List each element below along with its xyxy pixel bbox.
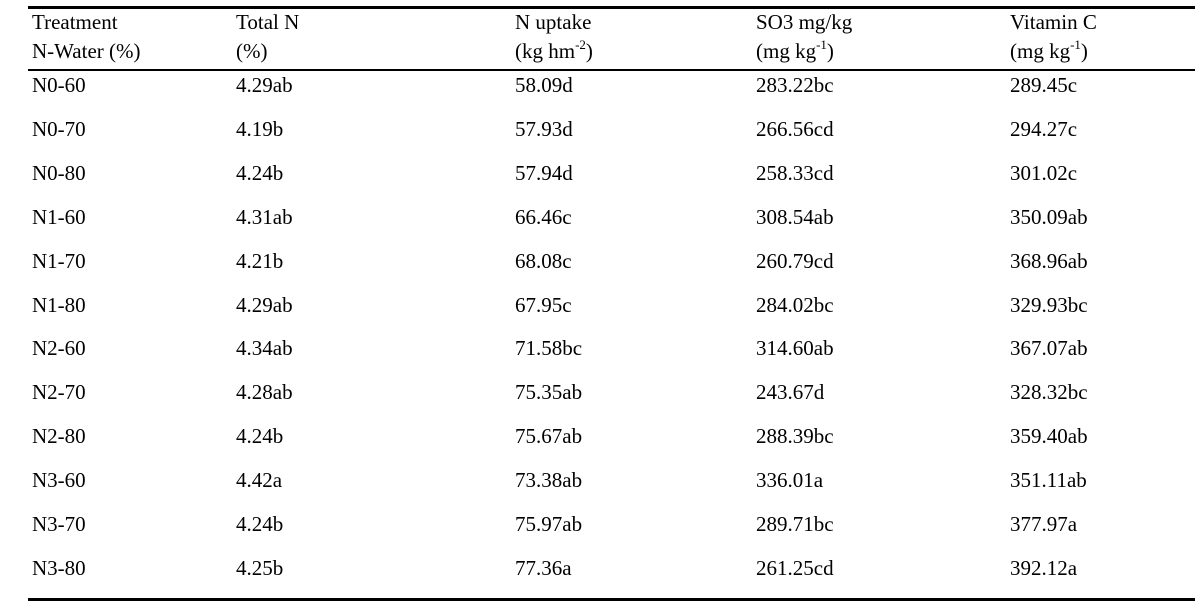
- cell-so3: 243.67d: [756, 380, 825, 405]
- cell-n-uptake: 75.35ab: [515, 380, 583, 405]
- cell-total-n: 4.28ab: [236, 380, 293, 405]
- cell-vitamin-c: 329.93bc: [1010, 292, 1088, 317]
- cell-total-n: 4.21b: [236, 248, 284, 273]
- cell-total-n: 4.24b: [236, 424, 284, 449]
- header-n-uptake-line1: N uptake: [515, 10, 592, 34]
- cell-total-n: 4.19b: [236, 116, 284, 141]
- cell-so3: 283.22bc: [756, 73, 834, 97]
- header-vitamin-c-line1: Vitamin C: [1010, 10, 1097, 34]
- cell-total-n: 4.29ab: [236, 73, 293, 97]
- cell-total-n: 4.29ab: [236, 292, 293, 317]
- cell-so3: 288.39bc: [756, 424, 834, 449]
- header-so3-line1: SO3 mg/kg: [756, 10, 853, 34]
- cell-treatment: N2-70: [32, 380, 86, 405]
- cell-total-n: 4.25b: [236, 555, 284, 580]
- header-vitamin-c-line2: (mg kg-1): [1010, 37, 1088, 63]
- cell-vitamin-c: 301.02c: [1010, 160, 1078, 185]
- cell-n-uptake: 67.95c: [515, 292, 572, 317]
- cell-vitamin-c: 294.27c: [1010, 116, 1078, 141]
- cell-total-n: 4.42a: [236, 468, 283, 493]
- cell-so3: 314.60ab: [756, 336, 834, 361]
- header-treatment-line1: Treatment: [32, 10, 118, 34]
- cell-vitamin-c: 359.40ab: [1010, 424, 1088, 449]
- cell-treatment: N0-70: [32, 116, 86, 141]
- cell-so3: 284.02bc: [756, 292, 834, 317]
- cell-so3: 261.25cd: [756, 555, 834, 580]
- table-top-rule: [28, 6, 1195, 9]
- cell-treatment: N1-60: [32, 204, 86, 229]
- cell-treatment: N3-80: [32, 555, 86, 580]
- header-total-n-line1: Total N: [236, 10, 300, 34]
- cell-n-uptake: 57.93d: [515, 116, 573, 141]
- cell-total-n: 4.34ab: [236, 336, 293, 361]
- cell-so3: 336.01a: [756, 468, 824, 493]
- cell-vitamin-c: 350.09ab: [1010, 204, 1088, 229]
- cell-n-uptake: 73.38ab: [515, 468, 583, 493]
- table-header-rule: [28, 69, 1195, 71]
- cell-n-uptake: 71.58bc: [515, 336, 583, 361]
- cell-vitamin-c: 289.45c: [1010, 73, 1078, 97]
- cell-so3: 289.71bc: [756, 512, 834, 536]
- cell-n-uptake: 77.36a: [515, 555, 572, 580]
- cell-total-n: 4.24b: [236, 512, 284, 536]
- cell-so3: 308.54ab: [756, 204, 834, 229]
- cell-treatment: N3-60: [32, 468, 86, 493]
- header-n-uptake-line2: (kg hm-2): [515, 37, 593, 63]
- cell-vitamin-c: 328.32bc: [1010, 380, 1088, 405]
- cell-vitamin-c: 392.12a: [1010, 555, 1078, 580]
- cell-treatment: N3-70: [32, 512, 86, 536]
- cell-vitamin-c: 368.96ab: [1010, 248, 1088, 273]
- cell-vitamin-c: 351.11ab: [1010, 468, 1087, 493]
- cell-treatment: N2-80: [32, 424, 86, 449]
- cell-n-uptake: 75.67ab: [515, 424, 583, 449]
- cell-n-uptake: 75.97ab: [515, 512, 583, 536]
- cell-total-n: 4.24b: [236, 160, 284, 185]
- cell-treatment: N1-70: [32, 248, 86, 273]
- cell-treatment: N1-80: [32, 292, 86, 317]
- header-treatment-line2: N-Water (%): [32, 39, 141, 63]
- cell-so3: 260.79cd: [756, 248, 834, 273]
- cell-treatment: N0-60: [32, 73, 86, 97]
- cell-total-n: 4.31ab: [236, 204, 293, 229]
- cell-treatment: N2-60: [32, 336, 86, 361]
- cell-n-uptake: 57.94d: [515, 160, 573, 185]
- cell-treatment: N0-80: [32, 160, 86, 185]
- cell-n-uptake: 66.46c: [515, 204, 572, 229]
- cell-n-uptake: 58.09d: [515, 73, 573, 97]
- header-total-n-line2: (%): [236, 39, 268, 63]
- cell-so3: 266.56cd: [756, 116, 834, 141]
- cell-vitamin-c: 377.97a: [1010, 512, 1078, 536]
- cell-n-uptake: 68.08c: [515, 248, 572, 273]
- cell-so3: 258.33cd: [756, 160, 834, 185]
- table-bottom-rule: [28, 598, 1195, 601]
- header-so3-line2: (mg kg-1): [756, 37, 834, 63]
- cell-vitamin-c: 367.07ab: [1010, 336, 1088, 361]
